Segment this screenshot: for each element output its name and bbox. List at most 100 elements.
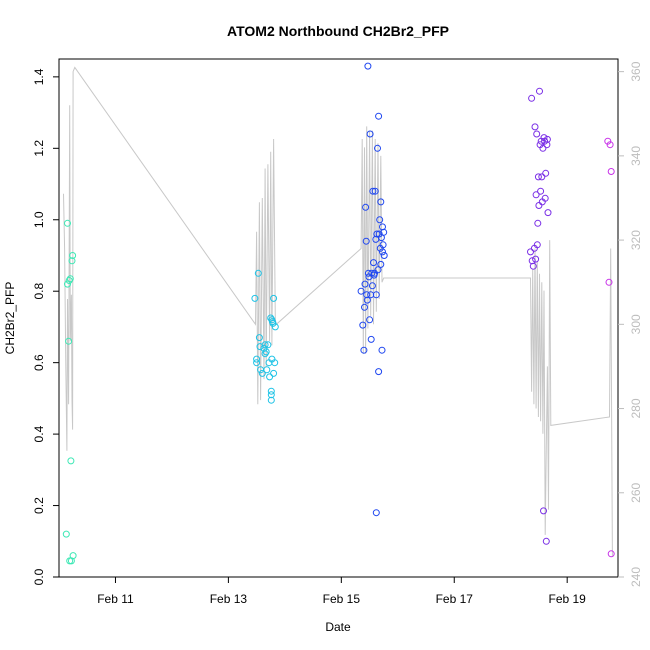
plot-frame — [58, 58, 619, 578]
data-point — [371, 187, 379, 195]
data-point — [362, 237, 370, 245]
data-point — [251, 294, 259, 302]
data-point — [68, 257, 76, 265]
y-tick-label: 0.4 — [32, 425, 46, 442]
right-y-tick-label: 360 — [629, 61, 643, 81]
data-point — [368, 269, 376, 277]
data-point — [253, 359, 261, 367]
data-point — [270, 294, 278, 302]
data-point — [364, 62, 372, 70]
secondary-line-layer — [63, 66, 613, 556]
data-point — [543, 141, 551, 149]
data-point — [374, 266, 382, 274]
data-point — [541, 194, 549, 202]
data-point — [369, 187, 377, 195]
series-group — [604, 137, 615, 558]
data-point — [255, 334, 263, 342]
data-point — [263, 366, 271, 374]
data-point — [359, 321, 367, 329]
right-y-tick-label: 280 — [629, 398, 643, 418]
data-point — [261, 341, 269, 349]
data-point — [379, 241, 387, 249]
chart-title: ATOM2 Northbound CH2Br2_PFP — [227, 23, 449, 39]
right-y-tick-label: 300 — [629, 314, 643, 334]
data-point — [261, 350, 269, 358]
data-point — [536, 87, 543, 95]
data-point — [363, 291, 371, 299]
x-tick-label: Feb 11 — [97, 592, 134, 606]
data-point — [372, 291, 380, 299]
x-axis-label: Date — [325, 620, 351, 634]
right-y-axis: 240 260 280 300 320 340 360 — [618, 61, 643, 587]
y-tick-label: 0.6 — [32, 354, 46, 371]
data-point — [366, 130, 374, 138]
data-point — [269, 319, 277, 327]
x-tick-label: Feb 13 — [210, 592, 248, 606]
data-point — [357, 287, 365, 295]
data-point — [542, 537, 550, 545]
y-tick-label: 1.0 — [32, 211, 46, 228]
data-point — [534, 173, 542, 181]
data-point — [377, 260, 385, 268]
y-tick-label: 1.2 — [32, 140, 46, 157]
data-point — [533, 130, 541, 138]
data-point — [378, 346, 386, 354]
data-point — [533, 241, 541, 249]
data-point — [379, 248, 386, 256]
data-point — [534, 219, 542, 227]
y-tick-label: 0.8 — [32, 283, 46, 300]
data-point — [528, 94, 536, 102]
data-point — [368, 282, 376, 290]
data-point — [258, 369, 266, 377]
data-point — [69, 552, 77, 560]
data-point — [537, 187, 545, 195]
data-point — [62, 530, 70, 538]
x-tick-label: Feb 15 — [323, 592, 361, 606]
y-axis: 0.0 0.2 0.4 0.6 0.8 1.0 1.2 1.4 — [32, 68, 59, 585]
right-y-tick-label: 240 — [629, 567, 643, 587]
data-point — [363, 296, 371, 304]
data-point — [260, 344, 268, 352]
data-point — [362, 203, 370, 211]
series-group — [357, 62, 388, 517]
data-point — [360, 346, 368, 354]
data-point — [375, 112, 383, 120]
data-point — [264, 341, 272, 349]
data-point — [373, 230, 381, 238]
y-tick-label: 1.4 — [32, 68, 46, 85]
data-point — [532, 191, 540, 199]
data-point — [540, 134, 548, 142]
data-point — [380, 252, 388, 259]
data-point — [270, 369, 278, 377]
data-point — [267, 387, 275, 395]
data-point — [267, 396, 275, 404]
data-point — [374, 144, 381, 152]
data-point — [370, 259, 377, 267]
data-point — [529, 262, 537, 270]
y-axis-label: CH2Br2_PFP — [3, 282, 17, 355]
secondary-series-line — [63, 66, 613, 556]
data-point — [66, 275, 74, 283]
x-axis: Feb 11 Feb 13 Feb 15 Feb 17 Feb 19 — [97, 577, 586, 606]
data-point — [531, 123, 539, 131]
data-point — [367, 335, 375, 343]
data-point — [271, 359, 279, 367]
series-group — [62, 219, 77, 565]
points-layer — [62, 62, 615, 565]
data-point — [253, 355, 261, 363]
data-point — [69, 252, 77, 259]
data-point — [361, 303, 368, 311]
data-point — [606, 141, 614, 149]
data-point — [540, 507, 547, 515]
data-point — [539, 144, 547, 152]
data-point — [607, 168, 615, 175]
data-point — [366, 316, 374, 324]
series-group — [251, 269, 279, 404]
data-point — [604, 137, 612, 145]
right-y-tick-label: 320 — [629, 230, 643, 250]
data-point — [267, 391, 275, 399]
data-point — [266, 373, 274, 381]
data-point — [538, 173, 546, 181]
